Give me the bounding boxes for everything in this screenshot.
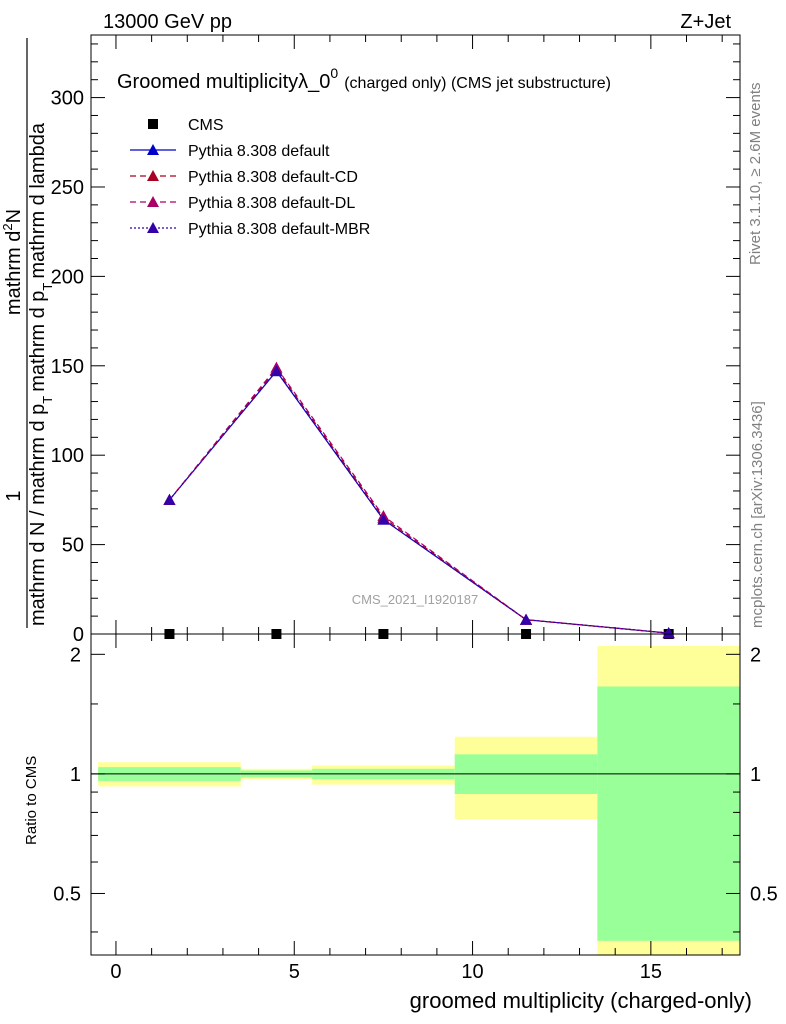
- series-marker-4: [163, 493, 176, 505]
- legend-cms-marker: [148, 119, 158, 129]
- ratio-ytick-label: 2: [70, 644, 81, 666]
- x-axis-label: groomed multiplicity (charged-only): [410, 988, 752, 1013]
- chart-title-suffix: (charged only) (CMS jet substructure): [344, 75, 611, 92]
- ratio-xtick-label: 5: [289, 961, 300, 983]
- main-ytick-label: 200: [51, 266, 84, 288]
- y-label-top-2sup: 2: [0, 223, 15, 230]
- series-marker-4: [270, 365, 283, 377]
- series-marker-4: [662, 627, 675, 639]
- legend: CMS Pythia 8.308 default Pythia 8.308 defa…: [130, 117, 370, 238]
- main-ticks: 0 50 100 150 200 250 300: [51, 35, 740, 646]
- y-label-top-2b: N: [3, 209, 25, 223]
- main-ytick-label: 150: [51, 356, 84, 378]
- ratio-ytick-label: 1: [70, 764, 81, 786]
- y-label-bottom-c: mathrm d lambda: [27, 122, 49, 278]
- ratio-band-green-4: [597, 686, 740, 941]
- ratio-xtick-label: 15: [640, 961, 662, 983]
- legend-marker-1: [147, 144, 159, 155]
- ratio-ytick-label-right: 1: [750, 764, 761, 786]
- main-ytick-label: 50: [62, 535, 84, 557]
- ratio-ytick-label-right: 2: [750, 644, 761, 666]
- mcplots-label: mcplots.cern.ch [arXiv:1306.3436]: [749, 401, 766, 628]
- ratio-plot: 0.5 0.5 1 1 2 2 0 5 10 15 Ratio to CMS groomed mu…: [23, 633, 778, 1013]
- legend-label-0: CMS: [188, 117, 224, 134]
- y-label-top-2a: mathrm d: [3, 231, 25, 315]
- rivet-label: Rivet 3.1.10, ≥ 2.6M events: [747, 83, 764, 266]
- main-ytick-label: 250: [51, 177, 84, 199]
- energy-label: 13000 GeV pp: [103, 11, 232, 33]
- legend-marker-2: [147, 170, 159, 181]
- ratio-y-label: Ratio to CMS: [23, 756, 40, 845]
- legend-label-4: Pythia 8.308 default-MBR: [188, 221, 370, 238]
- chart-title-sup: 0: [330, 65, 338, 81]
- y-label-top-1: 1: [3, 490, 25, 501]
- main-y-axis-label: 1 mathrm d2N mathrm d N / mathrm d pTmat…: [0, 38, 55, 628]
- main-ytick-label: 100: [51, 445, 84, 467]
- y-label-bottom-a: mathrm d N / mathrm d p: [27, 404, 49, 626]
- ratio-ytick-label-right: 0.5: [750, 883, 778, 905]
- legend-label-1: Pythia 8.308 default: [188, 143, 330, 160]
- ratio-xtick-label: 10: [461, 961, 483, 983]
- ratio-ticks: 0.5 0.5 1 1 2 2 0 5 10 15: [53, 634, 778, 983]
- main-ytick-label: 0: [73, 624, 84, 646]
- chart-title-main: Groomed multiplicityλ_0: [117, 71, 330, 93]
- ratio-plot-frame: [90, 633, 741, 956]
- legend-label-3: Pythia 8.308 default-DL: [188, 195, 355, 212]
- process-label: Z+Jet: [680, 11, 731, 33]
- chart-title: Groomed multiplicityλ_00 (charged only) (…: [117, 65, 611, 93]
- series-line-4: [168, 370, 669, 634]
- main-series: [163, 361, 675, 639]
- y-label-bottom: mathrm d N / mathrm d pTmathrm d pTmathr…: [27, 122, 55, 626]
- ratio-xtick-label: 0: [110, 961, 121, 983]
- y-label-bottom-sub2: T: [40, 283, 55, 291]
- legend-label-2: Pythia 8.308 default-CD: [188, 169, 358, 186]
- y-label-bottom-sub: T: [40, 396, 55, 404]
- y-label-bottom-b: mathrm d p: [27, 291, 49, 392]
- series-marker-4: [520, 613, 533, 625]
- main-plot: 0 50 100 150 200 250 300 CMS_2021_I1920187 Gro…: [0, 34, 741, 646]
- legend-marker-4: [147, 222, 159, 233]
- main-ytick-label: 300: [51, 88, 84, 110]
- analysis-label: CMS_2021_I1920187: [352, 592, 479, 607]
- ratio-bands: [98, 645, 740, 955]
- legend-marker-3: [147, 196, 159, 207]
- series-marker-4: [377, 513, 390, 525]
- y-label-top-2: mathrm d2N: [0, 209, 25, 315]
- ratio-ytick-label: 0.5: [53, 883, 81, 905]
